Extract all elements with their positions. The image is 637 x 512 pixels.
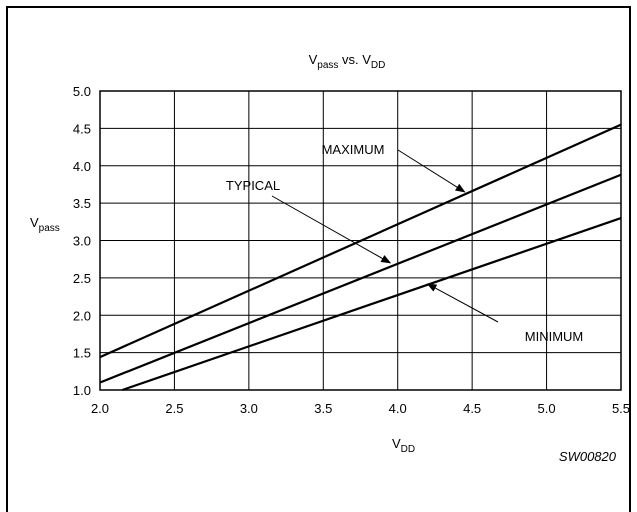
y-tick-label: 5.0 (73, 84, 91, 99)
y-tick-label: 4.5 (73, 121, 91, 136)
x-tick-label: 5.0 (538, 401, 556, 416)
ylabel-sub: pass (39, 223, 60, 234)
x-tick-label: 4.5 (463, 401, 481, 416)
title-sub2: DD (371, 60, 385, 71)
series-line-maximum (99, 123, 622, 359)
y-tick-label: 1.5 (73, 346, 91, 361)
xlabel-main: V (392, 436, 401, 451)
title-sub: pass (317, 60, 338, 71)
title-mid: vs. V (338, 52, 371, 67)
x-tick-label: 3.0 (240, 401, 258, 416)
x-axis-label: VDD (392, 436, 415, 455)
y-tick-label: 2.0 (73, 308, 91, 323)
annotation-label-maximum: MAXIMUM (322, 142, 385, 157)
ticks: 2.0 2.5 3.0 3.5 4.0 4.5 5.0 5.5 1.0 1.5 2.0 2.5 3.0 3… (73, 84, 630, 416)
annotation-arrow (426, 283, 499, 323)
y-tick-label: 3.0 (73, 234, 91, 249)
y-tick-label: 4.0 (73, 159, 91, 174)
series-line-minimum (121, 217, 622, 392)
x-tick-label: 5.5 (612, 401, 630, 416)
x-tick-label: 2.5 (165, 401, 183, 416)
annotations: MAXIMUM TYPICAL MINIMUM (226, 142, 583, 344)
series-group (99, 123, 622, 392)
x-tick-label: 2.0 (91, 401, 109, 416)
y-tick-label: 1.0 (73, 383, 91, 398)
series-line-typical (99, 173, 622, 384)
ylabel-main: V (30, 215, 39, 230)
figure-code: SW00820 (559, 449, 617, 464)
annotation-label-typical: TYPICAL (226, 178, 280, 193)
annotation-arrow (397, 149, 466, 193)
y-axis-label: Vpass (30, 215, 60, 234)
xlabel-sub: DD (401, 444, 415, 455)
plot-area-border (99, 90, 622, 391)
chart-title: Vpass vs. VDD (309, 52, 386, 71)
y-tick-label: 2.5 (73, 271, 91, 286)
x-tick-label: 4.0 (389, 401, 407, 416)
x-tick-label: 3.5 (314, 401, 332, 416)
annotation-label-minimum: MINIMUM (525, 329, 584, 344)
annotation-arrow (271, 195, 392, 264)
title-main: V (309, 52, 318, 67)
chart-frame (6, 6, 631, 512)
y-tick-label: 3.5 (73, 196, 91, 211)
